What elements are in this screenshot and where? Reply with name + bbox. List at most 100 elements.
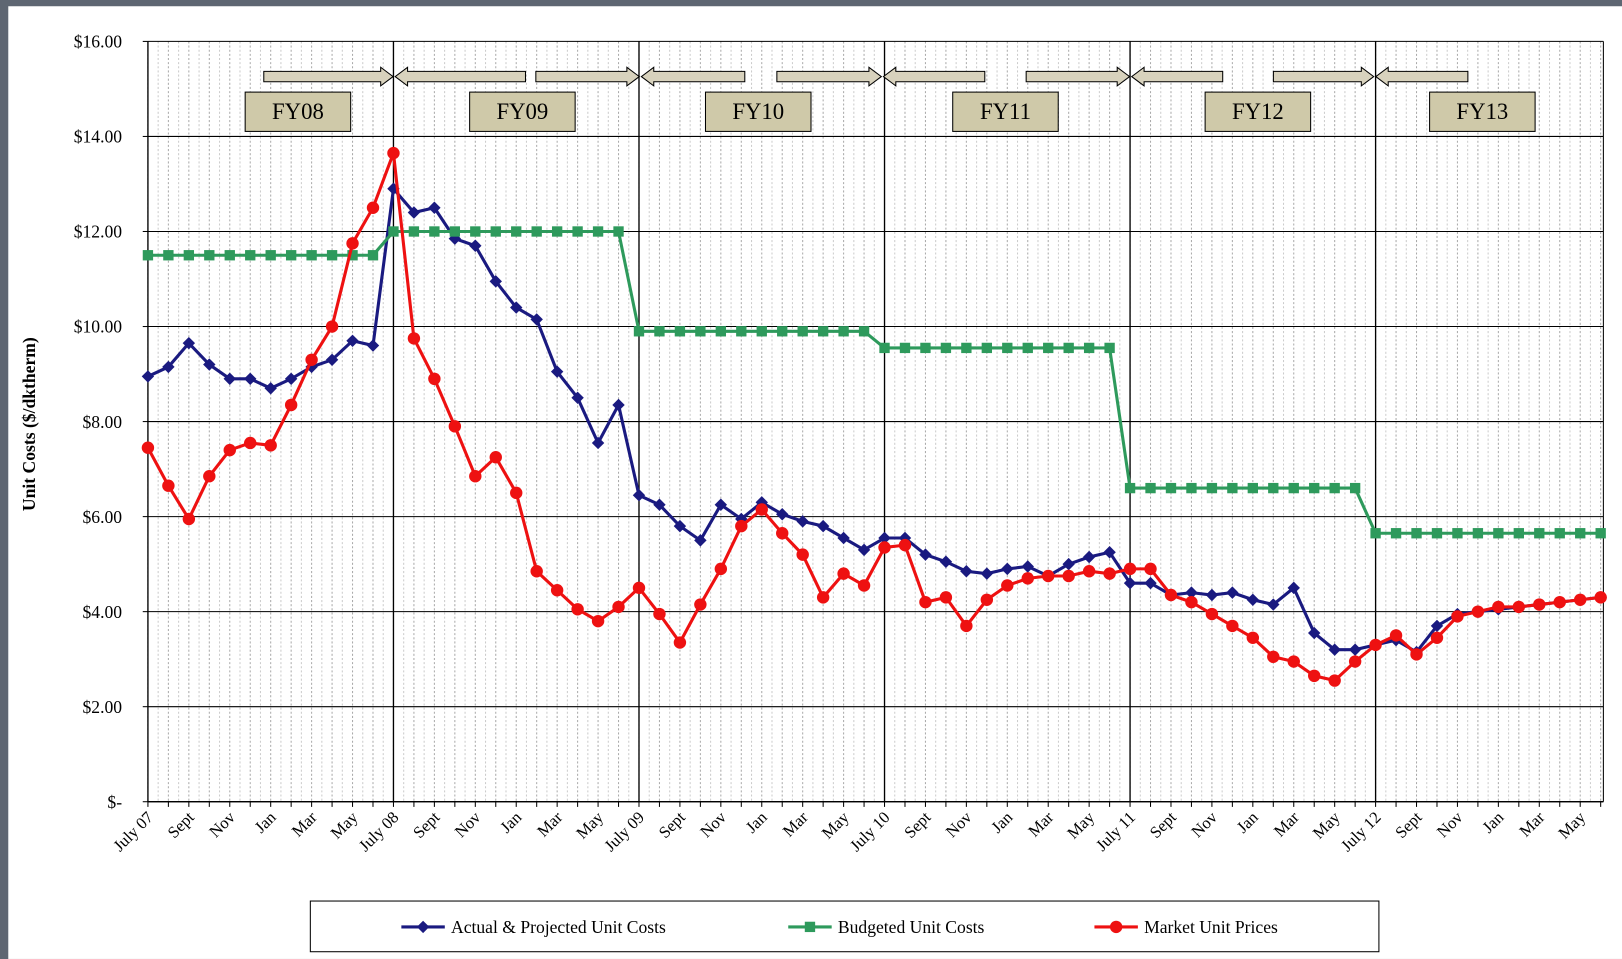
data-point <box>1512 600 1526 614</box>
data-point <box>245 250 256 261</box>
data-point <box>284 398 298 412</box>
data-point <box>898 538 912 552</box>
data-point <box>204 250 215 261</box>
data-point <box>510 301 523 314</box>
data-point <box>367 250 379 261</box>
data-point <box>1082 565 1096 578</box>
data-point <box>816 519 830 533</box>
data-point <box>755 503 768 516</box>
data-point <box>1123 576 1137 590</box>
data-point <box>203 358 216 371</box>
fiscal-arrow <box>1025 66 1131 87</box>
data-point <box>1430 631 1444 644</box>
data-point <box>776 527 789 540</box>
data-point <box>285 250 297 261</box>
data-point <box>511 226 522 237</box>
data-point <box>1348 643 1362 656</box>
data-point <box>1144 562 1157 576</box>
data-point <box>1534 528 1545 539</box>
y-tick-label: $10.00 <box>74 317 123 337</box>
data-point <box>244 436 257 450</box>
y-tick-label: $6.00 <box>83 507 123 527</box>
y-tick-label: $8.00 <box>83 412 123 432</box>
data-point <box>857 579 871 592</box>
data-point <box>531 226 542 237</box>
data-point <box>632 581 646 595</box>
data-point <box>695 326 706 337</box>
fiscal-year-box <box>469 91 576 132</box>
data-point <box>1472 528 1484 539</box>
data-point <box>347 250 358 261</box>
y-tick-label: $12.00 <box>74 222 123 242</box>
data-point <box>325 353 339 367</box>
fiscal-year-label: FY08 <box>272 99 324 124</box>
data-point <box>1575 528 1586 539</box>
data-point <box>550 584 564 597</box>
data-point <box>1103 567 1116 580</box>
data-point <box>1267 598 1280 611</box>
data-point <box>223 372 236 386</box>
data-point <box>388 226 399 237</box>
data-point <box>264 382 277 395</box>
data-point <box>162 479 175 492</box>
fiscal-arrow <box>776 66 883 87</box>
data-point <box>1389 629 1403 642</box>
fiscal-year-label: FY12 <box>1232 99 1284 124</box>
data-point <box>1595 528 1606 539</box>
data-point <box>428 372 441 386</box>
data-point <box>1267 650 1280 663</box>
data-point <box>1103 546 1116 559</box>
data-point <box>163 250 174 261</box>
data-point <box>1308 669 1321 683</box>
data-point <box>469 470 482 483</box>
data-point <box>674 326 686 337</box>
fiscal-arrow <box>882 66 986 87</box>
data-point <box>1247 482 1259 494</box>
data-point <box>776 508 789 521</box>
data-point <box>572 226 583 237</box>
data-point <box>1287 581 1300 595</box>
data-point <box>1001 562 1014 576</box>
data-point <box>1308 626 1321 640</box>
y-tick-label: $14.00 <box>74 127 123 147</box>
data-point <box>1123 562 1137 576</box>
data-point <box>694 534 707 547</box>
data-point <box>407 332 421 345</box>
data-point <box>1451 610 1464 623</box>
fiscal-arrow <box>394 66 527 87</box>
data-point <box>1309 482 1320 494</box>
data-point <box>182 512 196 526</box>
data-point <box>1165 482 1177 494</box>
data-point <box>858 326 870 337</box>
data-point <box>673 519 687 533</box>
data-point <box>1227 482 1238 494</box>
data-point <box>1554 528 1565 539</box>
fiscal-year-label: FY10 <box>732 99 784 124</box>
data-point <box>899 342 911 354</box>
data-point <box>1063 342 1074 354</box>
y-tick-label: $- <box>107 792 122 812</box>
data-point <box>571 391 584 405</box>
data-point <box>919 548 932 561</box>
data-point <box>1002 342 1013 354</box>
data-point <box>428 201 441 214</box>
fiscal-arrow <box>640 66 746 87</box>
y-tick-label: $2.00 <box>83 697 123 717</box>
data-point <box>1287 655 1300 668</box>
data-point <box>1452 528 1463 539</box>
data-point <box>1268 482 1279 494</box>
data-point <box>633 326 645 337</box>
data-point <box>940 342 952 354</box>
data-point <box>305 353 318 367</box>
data-point <box>449 226 461 237</box>
data-point <box>1513 528 1524 539</box>
data-point <box>346 334 359 347</box>
data-point <box>1328 643 1341 656</box>
data-point <box>1574 593 1587 606</box>
data-point <box>653 607 666 621</box>
legend-label: Market Unit Prices <box>1144 917 1278 937</box>
data-point <box>654 326 665 337</box>
data-point <box>1104 342 1115 354</box>
data-point <box>325 320 339 333</box>
data-point <box>1043 342 1054 354</box>
